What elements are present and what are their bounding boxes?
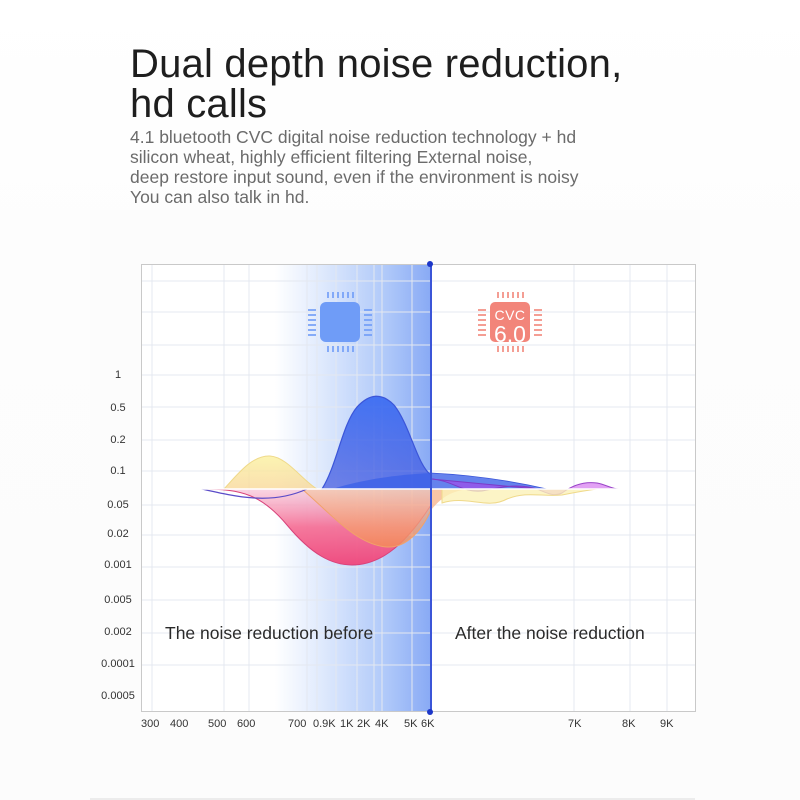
y-tick-label: 0.1 xyxy=(110,465,126,477)
x-tick-label: 600 xyxy=(237,718,256,730)
x-tick-label: 6K xyxy=(421,718,435,730)
divider-bottom-dot xyxy=(427,709,433,715)
y-tick-label: 0.02 xyxy=(107,528,129,540)
x-tick-label: 1K xyxy=(340,718,354,730)
before-region-label: The noise reduction before xyxy=(165,623,374,643)
blue-peak-area xyxy=(320,395,432,490)
y-tick-label: 0.001 xyxy=(104,559,132,571)
page-title-line-2: hd calls xyxy=(130,82,268,126)
cvc-chip-icon: CVC 6.0 xyxy=(476,288,544,361)
description-line: silicon wheat, highly efficient filterin… xyxy=(130,147,533,167)
x-tick-label: 4K xyxy=(375,718,389,730)
cvc-chip-text: CVC xyxy=(494,307,526,323)
y-tick-label: 0.002 xyxy=(104,626,132,638)
x-tick-label: 2K xyxy=(357,718,371,730)
y-tick-label: 0.05 xyxy=(107,499,129,511)
y-tick-label: 1 xyxy=(114,369,122,381)
description-line: deep restore input sound, even if the en… xyxy=(130,167,579,187)
bottom-divider xyxy=(90,798,695,800)
description: 4.1 bluetooth CVC digital noise reductio… xyxy=(130,127,690,207)
y-tick-label: 0.5 xyxy=(110,402,126,414)
before-after-divider xyxy=(430,265,432,711)
x-tick-label: 8K xyxy=(622,718,636,730)
yellow-ripple-area xyxy=(441,488,598,504)
x-tick-label: 500 xyxy=(208,718,227,730)
page-title: Dual depth noise reduction, hd calls xyxy=(130,44,622,124)
y-tick-label: 0.2 xyxy=(110,434,126,446)
x-tick-label: 300 xyxy=(141,718,160,730)
cvc-chip-version: 6.0 xyxy=(494,321,526,347)
purple-baseline-curve xyxy=(201,488,308,499)
x-tick-label: 700 xyxy=(288,718,307,730)
x-tick-label: 7K xyxy=(568,718,582,730)
orange-tail-area xyxy=(431,489,472,510)
y-tick-label: 0.005 xyxy=(104,594,132,606)
divider-top-dot xyxy=(427,261,433,267)
y-tick-label: 0.0001 xyxy=(101,658,135,670)
processor-chip-icon xyxy=(306,288,374,361)
description-line: You can also talk in hd. xyxy=(130,187,310,207)
description-line: 4.1 bluetooth CVC digital noise reductio… xyxy=(130,127,577,147)
x-tick-label: 5K xyxy=(404,718,418,730)
x-tick-label: 400 xyxy=(170,718,189,730)
after-region-label: After the noise reduction xyxy=(455,623,645,643)
x-tick-label: 9K xyxy=(660,718,674,730)
blue-shoulder-area xyxy=(332,473,431,489)
orange-noise-area xyxy=(300,488,432,548)
page-title-line-1: Dual depth noise reduction, xyxy=(130,42,623,86)
waveform-curves xyxy=(201,395,620,566)
x-tick-label: 0.9K xyxy=(313,718,336,730)
frequency-chart xyxy=(141,264,696,712)
yellow-hump-area xyxy=(222,455,319,490)
y-tick-label: 0.0005 xyxy=(101,690,135,702)
